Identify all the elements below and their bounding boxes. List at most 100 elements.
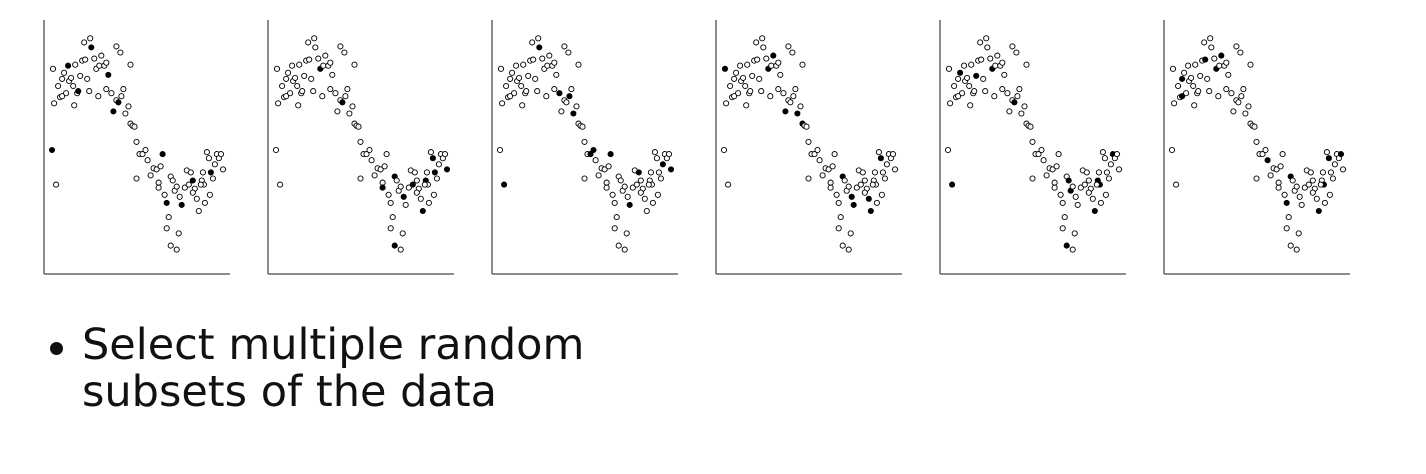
data-point	[1175, 82, 1182, 90]
data-point	[413, 189, 420, 196]
data-point	[507, 75, 514, 82]
data-point	[767, 93, 774, 100]
data-point	[496, 146, 504, 154]
data-point	[301, 72, 308, 79]
data-point	[792, 86, 799, 93]
data-point	[603, 179, 610, 186]
selected-data-point	[587, 151, 594, 158]
data-point	[1237, 49, 1244, 56]
data-point	[441, 151, 449, 158]
data-point	[1105, 175, 1112, 182]
data-point	[413, 177, 420, 184]
data-point	[399, 230, 406, 237]
data-point	[1228, 90, 1235, 97]
data-point	[499, 100, 506, 107]
data-point	[1207, 35, 1214, 42]
scatter-plots-row	[43, 20, 1350, 275]
data-point	[647, 169, 654, 176]
selected-data-point	[626, 201, 633, 208]
data-point	[563, 99, 570, 106]
data-point	[731, 93, 738, 100]
data-point	[387, 199, 394, 206]
selected-data-point	[1011, 99, 1018, 106]
data-point	[147, 172, 154, 179]
data-point	[337, 43, 344, 50]
selected-data-point	[163, 199, 170, 206]
data-point	[799, 61, 806, 68]
data-point	[423, 169, 430, 176]
data-point	[624, 193, 631, 200]
data-point	[299, 88, 306, 95]
data-point	[558, 108, 565, 115]
data-point	[176, 193, 183, 200]
data-point	[1309, 177, 1316, 184]
selected-data-point	[536, 44, 543, 51]
data-point	[187, 169, 194, 176]
selected-data-point	[794, 110, 801, 117]
selected-data-point	[65, 62, 72, 69]
data-point	[1057, 191, 1064, 198]
data-point	[805, 175, 812, 182]
data-point	[756, 75, 763, 82]
data-point	[754, 56, 761, 63]
data-point	[1014, 93, 1021, 100]
data-point	[992, 62, 999, 69]
data-point	[108, 90, 115, 97]
data-point	[385, 191, 392, 198]
selected-data-point	[431, 169, 438, 176]
data-point	[283, 75, 290, 82]
data-point	[581, 175, 588, 182]
selected-data-point	[1179, 75, 1186, 82]
data-point	[553, 71, 560, 78]
data-point	[883, 161, 890, 168]
data-point	[1107, 161, 1114, 168]
data-point	[743, 102, 750, 109]
selected-data-point	[1325, 155, 1332, 162]
data-point	[611, 225, 618, 232]
data-point	[1331, 161, 1338, 168]
data-point	[857, 181, 864, 188]
data-point	[1259, 151, 1266, 158]
data-point	[615, 242, 622, 249]
selected-data-point	[419, 207, 426, 215]
data-point	[305, 39, 312, 46]
data-point	[980, 75, 987, 82]
data-point	[1295, 230, 1302, 237]
data-point	[287, 90, 294, 97]
data-point	[623, 230, 630, 237]
data-point	[117, 49, 124, 56]
data-point	[978, 56, 985, 63]
data-point	[201, 199, 208, 206]
data-point	[861, 189, 868, 196]
data-point	[153, 166, 160, 173]
data-point	[994, 52, 1001, 59]
data-point	[595, 172, 602, 179]
data-point	[827, 179, 834, 186]
data-point	[509, 69, 516, 76]
data-point	[945, 65, 953, 72]
data-point	[1216, 62, 1223, 69]
data-point	[881, 175, 888, 182]
data-point	[723, 100, 730, 107]
data-point	[169, 177, 176, 184]
data-point	[1298, 201, 1305, 208]
bullet-list: Select multiple random subsets of the da…	[44, 322, 682, 416]
data-point	[643, 207, 650, 215]
data-point	[654, 191, 661, 198]
data-point	[311, 35, 318, 42]
data-point	[758, 88, 765, 95]
data-point	[831, 151, 838, 158]
data-point	[133, 138, 140, 145]
selected-data-point	[867, 207, 874, 215]
data-point	[1023, 61, 1030, 68]
data-point	[827, 184, 834, 191]
data-point	[1021, 103, 1028, 110]
data-point	[879, 169, 886, 176]
data-point	[327, 86, 334, 93]
data-point	[1285, 214, 1292, 221]
data-point	[763, 55, 770, 62]
data-point	[1206, 88, 1213, 95]
scatter-panel-3	[491, 20, 678, 275]
data-point	[539, 55, 546, 62]
data-point	[1053, 163, 1060, 170]
